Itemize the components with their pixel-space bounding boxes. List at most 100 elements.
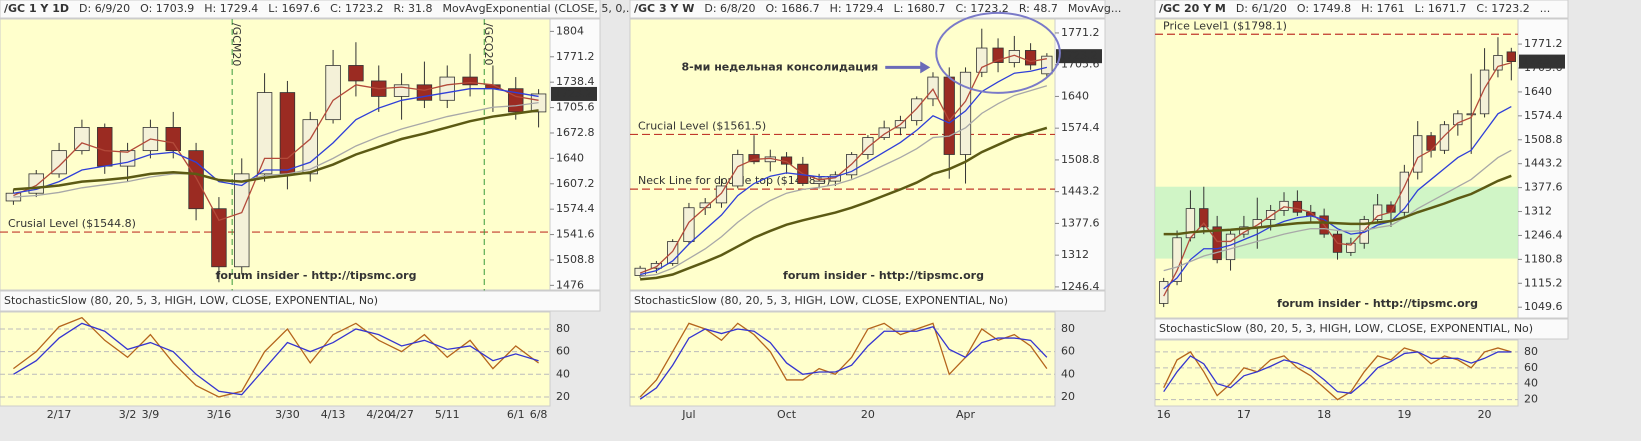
candle-body xyxy=(732,154,744,187)
x-tick-label: 3/9 xyxy=(142,408,160,421)
y-tick-label: 1508.8 xyxy=(556,253,595,266)
indicator-tick-label: 20 xyxy=(1524,393,1538,406)
indicator-tick-label: 80 xyxy=(1061,322,1075,335)
candle-body xyxy=(1479,69,1490,115)
y-tick-label: 1115.2 xyxy=(1524,276,1563,289)
candle-body xyxy=(256,92,273,175)
header-item: MovAvg... xyxy=(1068,2,1122,15)
annotation: 8-ми недельная консолидация xyxy=(681,60,878,73)
x-tick-label: 3/16 xyxy=(207,408,232,421)
y-tick-label: 1771.2 xyxy=(556,50,595,63)
indicator-plot xyxy=(0,311,551,407)
candle-body xyxy=(348,65,364,82)
price-plot xyxy=(1154,18,1519,319)
x-tick-label: 20 xyxy=(861,408,875,421)
stochastic-line xyxy=(13,316,539,398)
candle-body xyxy=(462,76,478,86)
x-tick-label: 6/1 xyxy=(507,408,525,421)
y-tick-label: 1640 xyxy=(556,151,584,164)
x-tick-label: 17 xyxy=(1237,408,1251,421)
candle-body xyxy=(748,154,760,163)
candle-body xyxy=(234,173,250,268)
header-item: H: 1729.4 xyxy=(204,2,258,15)
candle-body xyxy=(97,127,113,167)
candle-body xyxy=(992,47,1004,63)
header-item: L: 1697.6 xyxy=(268,2,320,15)
y-tick-label: 1705.6 xyxy=(556,101,595,114)
y-tick-label: 1541.6 xyxy=(556,228,595,241)
contract-marker-label: /GCQ20 xyxy=(482,23,495,66)
indicator-title-bar xyxy=(0,290,601,312)
header-item: L: 1680.7 xyxy=(894,2,946,15)
level-label: Crucial Level ($1561.5) xyxy=(638,119,766,132)
last-price: 1723.2 xyxy=(1059,49,1098,62)
moving-average xyxy=(640,85,1048,278)
y-tick-label: 1443.2 xyxy=(1524,157,1563,170)
y-tick-label: 1574.4 xyxy=(556,202,595,215)
candle-body xyxy=(1413,135,1423,173)
candle-body xyxy=(1212,226,1222,261)
candle-body xyxy=(1041,55,1053,75)
indicator-tick-label: 60 xyxy=(1061,345,1075,358)
candle-body xyxy=(1466,113,1476,116)
candle-body xyxy=(1159,281,1169,304)
y-tick-label: 1377.6 xyxy=(1061,216,1100,229)
watermark: forum insider - http://tipsmc.org xyxy=(783,269,984,282)
y-tick-label: 1574.4 xyxy=(1524,109,1563,122)
y-tick-label: 1640 xyxy=(1061,89,1089,102)
indicator-tick-label: 20 xyxy=(1061,390,1075,403)
candle-body xyxy=(1265,210,1276,220)
y-tick-label: 1607.2 xyxy=(556,177,595,190)
candle-body xyxy=(650,262,663,269)
stochastic-line xyxy=(13,322,539,396)
candle-body xyxy=(1292,200,1303,213)
x-tick-label: 16 xyxy=(1157,408,1171,421)
candle-body xyxy=(813,180,825,184)
x-tick-label: 3/2 xyxy=(119,408,137,421)
candle-body xyxy=(1225,233,1236,261)
candle-body xyxy=(1506,51,1516,62)
indicator-tick-label: 60 xyxy=(556,345,570,358)
last-price: 1723.2 xyxy=(1522,55,1561,68)
x-tick-label: 4/27 xyxy=(389,408,414,421)
header-item: /GC 20 Y M xyxy=(1159,2,1226,15)
header-item: R: 48.7 xyxy=(1019,2,1058,15)
indicator-tick-label: 40 xyxy=(1524,377,1538,390)
y-tick-label: 1049.6 xyxy=(1524,300,1563,313)
y-tick-label: 1443.2 xyxy=(1061,185,1100,198)
header-item: C: 1723.2 xyxy=(330,2,383,15)
x-tick-label: Oct xyxy=(777,408,797,421)
y-tick-label: 1312 xyxy=(1524,205,1552,218)
annotation-arrowhead xyxy=(920,61,931,74)
header-item: H: 1761 xyxy=(1361,2,1404,15)
candle-body xyxy=(911,98,923,122)
moving-average xyxy=(13,81,539,222)
moving-average xyxy=(1163,105,1512,290)
indicator-tick-label: 20 xyxy=(556,390,570,403)
header-item: ... xyxy=(1540,2,1551,15)
candle-body xyxy=(1453,113,1463,126)
candle-body xyxy=(878,127,890,138)
y-tick-label: 1246.4 xyxy=(1061,280,1100,293)
indicator-tick-label: 80 xyxy=(1524,345,1538,358)
header-item: D: 6/1/20 xyxy=(1236,2,1287,15)
last-price: 1723.2 xyxy=(554,87,593,100)
watermark: forum insider - http://tipsmc.org xyxy=(216,269,417,282)
candle-body xyxy=(1346,242,1356,253)
header-item: /GC 1 Y 1D xyxy=(4,2,69,15)
candle-body xyxy=(667,241,679,264)
x-tick-label: 19 xyxy=(1397,408,1411,421)
header-bar xyxy=(0,0,601,19)
moving-average xyxy=(1163,174,1512,236)
candle-body xyxy=(416,84,433,101)
price-axis xyxy=(1517,18,1569,319)
consolidation-ellipse xyxy=(935,11,1061,94)
candle-body xyxy=(51,150,67,175)
stochastic-line xyxy=(639,322,1048,398)
header-item: O: 1749.8 xyxy=(1297,2,1351,15)
candle-body xyxy=(683,207,695,243)
x-tick-label: 18 xyxy=(1317,408,1331,421)
y-tick-label: 1312 xyxy=(1061,248,1089,261)
candle-body xyxy=(325,65,341,121)
indicator-title: StochasticSlow (80, 20, 5, 3, HIGH, LOW,… xyxy=(4,294,378,307)
